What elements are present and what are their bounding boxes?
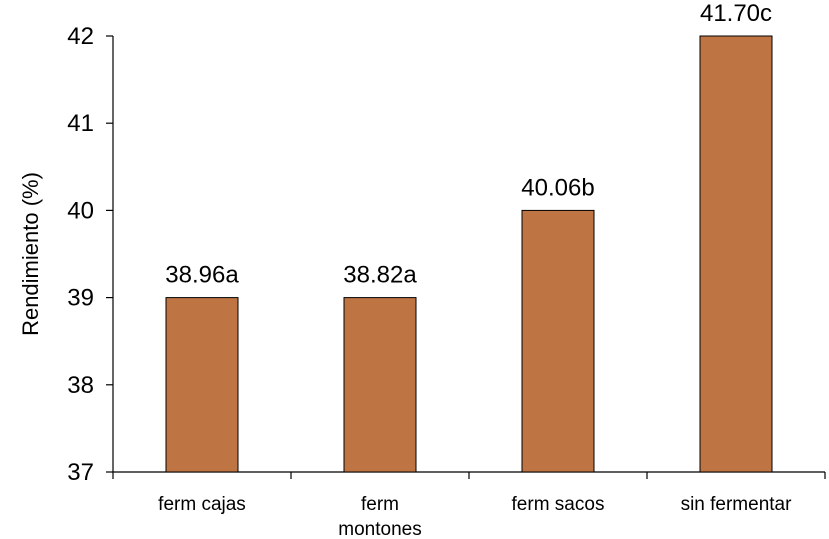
x-category-label: ferm montones (338, 494, 421, 539)
y-tick-label: 39 (67, 285, 94, 312)
data-labels: 38.96a 38.82a 40.06b 41.70c (165, 0, 772, 289)
x-axis: ferm cajas ferm montones ferm sacos sin ferm… (112, 471, 826, 539)
x-category-label: ferm cajas (158, 494, 246, 515)
y-tick-label: 37 (67, 459, 94, 486)
x-category-label-line: sin fermentar (681, 494, 793, 515)
bar-value-label: 40.06b (521, 174, 594, 201)
bar (165, 297, 239, 473)
bar-value-label: 38.96a (165, 262, 239, 289)
y-axis-title: Rendimiento (%) (18, 172, 43, 336)
bar-value-label: 38.82a (343, 262, 417, 289)
y-tick-label: 38 (67, 372, 94, 399)
y-tick-label: 42 (67, 23, 94, 50)
x-category-label-line: montones (338, 519, 421, 539)
x-category-label-line: ferm sacos (512, 494, 605, 515)
bars (165, 35, 773, 473)
y-tick-label: 40 (67, 197, 94, 224)
bar (699, 35, 773, 473)
bar (343, 297, 417, 473)
x-category-label: ferm sacos (512, 494, 605, 515)
bar-value-label: 41.70c (700, 0, 772, 27)
x-category-label-line: ferm cajas (158, 494, 246, 515)
bar (521, 209, 595, 473)
x-category-label-line: ferm (361, 494, 399, 515)
y-axis: 37 38 39 40 41 42 (67, 23, 114, 486)
x-category-label: sin fermentar (681, 494, 793, 515)
y-tick-label: 41 (67, 110, 94, 137)
